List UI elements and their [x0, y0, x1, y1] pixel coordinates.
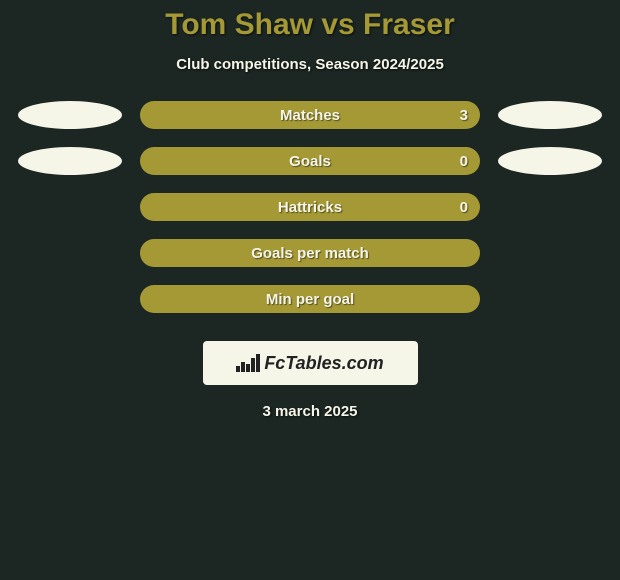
stat-label: Hattricks	[278, 199, 342, 216]
stat-label: Matches	[280, 107, 340, 124]
stat-value: 3	[460, 107, 468, 124]
logo-text: FcTables.com	[264, 353, 383, 374]
stat-row: Hattricks 0	[18, 193, 602, 221]
ellipse-spacer	[18, 285, 122, 313]
stat-label: Goals	[289, 153, 331, 170]
stat-row: Goals 0	[18, 147, 602, 175]
ellipse-spacer	[18, 193, 122, 221]
stat-bar: Matches 3	[140, 101, 480, 129]
right-ellipse	[498, 101, 602, 129]
stat-label: Goals per match	[251, 245, 369, 262]
stats-area: Matches 3 Goals 0 Hattricks 0 Goals per match M…	[18, 101, 602, 331]
ellipse-spacer	[498, 193, 602, 221]
page-subtitle: Club competitions, Season 2024/2025	[176, 56, 444, 73]
stat-bar: Goals 0	[140, 147, 480, 175]
ellipse-spacer	[498, 239, 602, 267]
stat-bar: Hattricks 0	[140, 193, 480, 221]
stat-value: 0	[460, 153, 468, 170]
stat-row: Matches 3	[18, 101, 602, 129]
left-ellipse	[18, 147, 122, 175]
left-ellipse	[18, 101, 122, 129]
ellipse-spacer	[498, 285, 602, 313]
stat-value: 0	[460, 199, 468, 216]
date-text: 3 march 2025	[262, 403, 357, 420]
stat-row: Min per goal	[18, 285, 602, 313]
logo-box: FcTables.com	[203, 341, 418, 385]
stat-bar: Min per goal	[140, 285, 480, 313]
stat-row: Goals per match	[18, 239, 602, 267]
page-title: Tom Shaw vs Fraser	[165, 8, 455, 42]
chart-icon	[236, 354, 260, 372]
ellipse-spacer	[18, 239, 122, 267]
right-ellipse	[498, 147, 602, 175]
comparison-container: Tom Shaw vs Fraser Club competitions, Se…	[0, 0, 620, 580]
stat-label: Min per goal	[266, 291, 354, 308]
stat-bar: Goals per match	[140, 239, 480, 267]
